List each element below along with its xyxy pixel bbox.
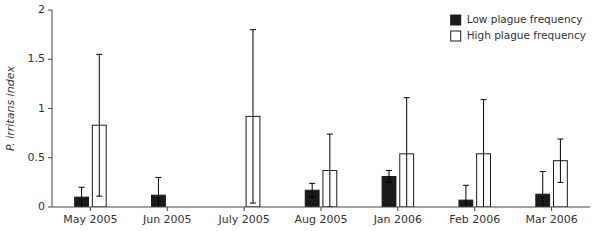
- y-tick-label: 0: [38, 200, 45, 213]
- error-bar: [463, 185, 469, 207]
- x-tick-label: May 2005: [63, 213, 117, 226]
- chart: 0 0.5 1 1.5 2 P. irritans index May 2005 Jun 20…: [0, 0, 600, 231]
- y-tick: [48, 207, 52, 208]
- legend-swatch: [451, 15, 461, 25]
- x-tick: [551, 207, 552, 211]
- x-tick-label: July 2005: [218, 213, 270, 226]
- x-tick: [397, 207, 398, 211]
- error-bar: [96, 54, 102, 196]
- y-tick: [48, 157, 52, 158]
- y-tick-label: 0.5: [28, 151, 46, 164]
- legend-label: High plague frequency: [467, 29, 586, 41]
- x-tick-label: Jun 2005: [142, 213, 192, 226]
- x-tick-label: Aug 2005: [295, 213, 348, 226]
- x-tick-label: Mar 2006: [525, 213, 577, 226]
- error-bar: [327, 134, 333, 207]
- y-tick-label: 1: [38, 102, 45, 115]
- error-bar: [309, 183, 315, 197]
- x-tick-label: Feb 2006: [449, 213, 500, 226]
- y-axis-label: P. irritans index: [4, 66, 17, 151]
- y-tick-label: 1.5: [28, 52, 46, 65]
- error-bar: [155, 177, 161, 207]
- x-tick: [90, 207, 91, 211]
- y-tick: [48, 108, 52, 109]
- error-bar: [540, 172, 546, 207]
- legend-label: Low plague frequency: [467, 13, 583, 25]
- error-bar: [481, 100, 487, 207]
- error-bar: [404, 98, 410, 207]
- x-tick: [167, 207, 168, 211]
- y-tick: [48, 10, 52, 11]
- x-tick: [474, 207, 475, 211]
- y-tick-label: 2: [38, 3, 45, 16]
- x-tick: [244, 207, 245, 211]
- error-bar: [250, 30, 256, 203]
- y-tick: [48, 59, 52, 60]
- error-bar: [557, 139, 563, 182]
- x-axis: [52, 207, 590, 208]
- plot-area: [75, 30, 568, 207]
- error-bar: [79, 187, 85, 207]
- x-tick-label: Jan 2006: [373, 213, 422, 226]
- legend-swatch: [451, 31, 461, 41]
- legend: Low plague frequency High plague frequenc…: [451, 13, 586, 41]
- x-tick: [321, 207, 322, 211]
- error-bar: [386, 171, 392, 183]
- y-axis: [52, 10, 53, 207]
